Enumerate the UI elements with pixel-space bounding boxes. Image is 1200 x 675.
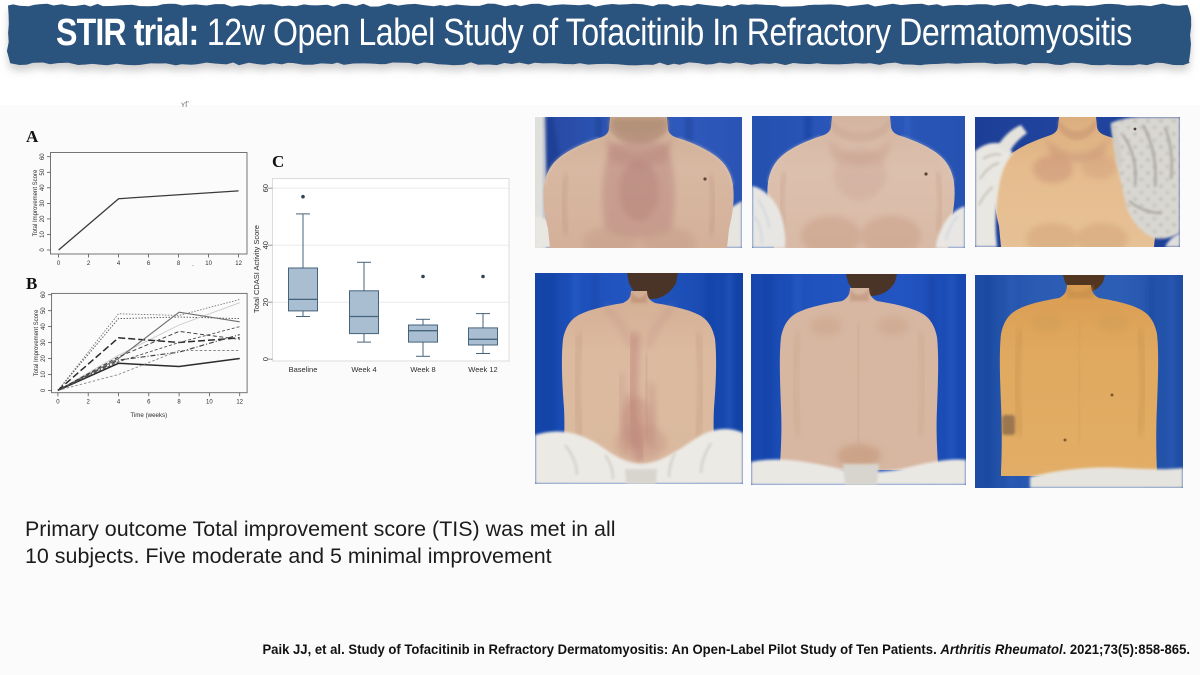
svg-text:12: 12 [235,261,242,267]
svg-text:50: 50 [41,307,47,314]
svg-text:12: 12 [236,400,243,406]
svg-text:4: 4 [117,400,121,406]
svg-text:2: 2 [87,261,91,267]
svg-text:10: 10 [205,261,212,267]
svg-text:0: 0 [41,388,47,392]
svg-text:50: 50 [40,168,46,175]
svg-text:Total Improvement Score: Total Improvement Score [33,169,39,236]
svg-text:A: A [26,127,39,146]
svg-text:Total Improvement Score: Total Improvement Score [34,309,40,376]
svg-text:20: 20 [40,215,46,222]
svg-text:40: 40 [40,184,46,191]
svg-text:8: 8 [177,400,181,406]
svg-text:2: 2 [87,400,91,406]
svg-text:40: 40 [41,323,47,330]
svg-text:4: 4 [117,261,121,267]
svg-text:6: 6 [147,261,151,267]
svg-text:0: 0 [57,261,61,267]
svg-text:6: 6 [147,400,151,406]
svg-text:20: 20 [261,298,270,306]
svg-text:30: 30 [41,339,47,346]
svg-text:Total CDASI Activity Score: Total CDASI Activity Score [252,225,261,313]
svg-text:B: B [26,274,37,293]
svg-text:10: 10 [40,231,46,238]
svg-text:8: 8 [177,261,181,267]
svg-text:0: 0 [40,248,46,252]
svg-text:C: C [272,152,284,171]
svg-text:Week 4: Week 4 [351,365,376,374]
svg-text:Time (weeks): Time (weeks) [130,412,167,419]
svg-text:0: 0 [56,400,60,406]
svg-text:60: 60 [261,184,270,192]
svg-text:Week 8: Week 8 [410,365,435,374]
svg-text:30: 30 [40,199,46,206]
svg-text:10: 10 [206,400,213,406]
svg-text:60: 60 [41,291,47,298]
svg-text:40: 40 [261,241,270,249]
svg-text:Week 12: Week 12 [468,365,497,374]
svg-text:20: 20 [41,355,47,362]
svg-text:.: . [192,262,194,268]
svg-text:Baseline: Baseline [289,365,318,374]
svg-text:60: 60 [40,153,46,160]
svg-text:0: 0 [261,357,270,361]
svg-text:10: 10 [41,371,47,378]
